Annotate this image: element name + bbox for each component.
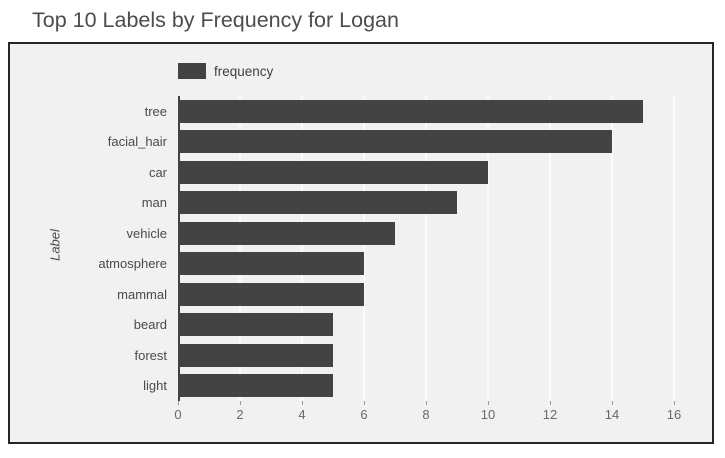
x-tick-mark-12	[550, 401, 551, 405]
y-category-label-light: light	[143, 378, 167, 394]
x-tick-mark-16	[674, 401, 675, 405]
gridline-10	[487, 96, 489, 401]
y-category-label-tree: tree	[144, 103, 167, 119]
gridline-12	[549, 96, 551, 401]
x-tick-label-6: 6	[360, 407, 368, 422]
x-tick-mark-0	[178, 401, 179, 405]
y-category-label-vehicle: vehicle	[126, 225, 167, 241]
bar-mammal	[178, 282, 364, 306]
chart-area: frequency Label tree facial_hair car man veh…	[8, 42, 714, 444]
y-category-label-beard: beard	[133, 317, 167, 333]
gridline-6	[363, 96, 365, 401]
x-tick-mark-6	[364, 401, 365, 405]
x-axis: 0 2 4 6 8 10 12 14 16	[174, 401, 712, 423]
bar-facial_hair	[178, 130, 612, 154]
x-tick-label-8: 8	[422, 407, 430, 422]
y-category-label-facial_hair: facial_hair	[107, 134, 167, 150]
plot-region	[178, 96, 712, 401]
gridline-4	[301, 96, 303, 401]
bar-car	[178, 160, 488, 184]
x-tick-mark-14	[612, 401, 613, 405]
x-tick-label-16: 16	[666, 407, 682, 422]
y-category-label-man: man	[141, 195, 167, 211]
x-tick-mark-8	[426, 401, 427, 405]
gridline-16	[673, 96, 675, 401]
gridline-8	[425, 96, 427, 401]
gridline-2	[239, 96, 241, 401]
chart-title: Top 10 Labels by Frequency for Logan	[32, 8, 399, 32]
bar-atmosphere	[178, 252, 364, 276]
y-category-label-car: car	[148, 164, 167, 180]
bar-vehicle	[178, 221, 395, 245]
x-tick-label-0: 0	[174, 407, 182, 422]
x-tick-mark-10	[488, 401, 489, 405]
y-category-label-atmosphere: atmosphere	[98, 256, 167, 272]
legend: frequency	[178, 62, 273, 80]
y-axis-line	[178, 96, 180, 401]
y-category-label-mammal: mammal	[117, 286, 167, 302]
y-category-label-forest: forest	[134, 347, 167, 363]
legend-series-label: frequency	[214, 63, 274, 79]
x-tick-label-4: 4	[298, 407, 306, 422]
x-tick-label-2: 2	[236, 407, 244, 422]
x-tick-label-12: 12	[542, 407, 558, 422]
bar-forest	[178, 343, 333, 367]
bar-beard	[178, 313, 333, 337]
x-tick-label-10: 10	[480, 407, 496, 422]
bar-light	[178, 374, 333, 398]
bar-tree	[178, 99, 643, 123]
x-tick-mark-4	[302, 401, 303, 405]
legend-swatch-icon	[178, 63, 206, 79]
x-tick-mark-2	[240, 401, 241, 405]
gridline-14	[611, 96, 613, 401]
bar-man	[178, 191, 457, 215]
x-tick-label-14: 14	[604, 407, 620, 422]
